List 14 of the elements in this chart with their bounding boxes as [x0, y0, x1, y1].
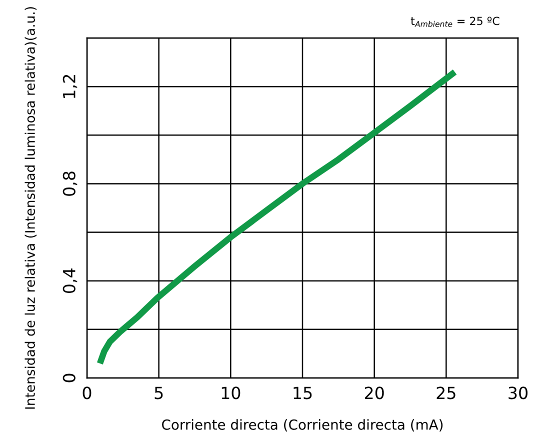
x-tick-label: 10 — [222, 386, 240, 400]
x-tick-label: 20 — [364, 386, 384, 400]
x-tick-label: 25 — [436, 386, 456, 400]
y-tick-label: 0,4 — [62, 268, 78, 294]
y-tick-label: 1,2 — [62, 74, 78, 98]
x-tick-label: 15 — [294, 386, 312, 400]
y-tick-label: 0 — [62, 374, 76, 382]
x-tick-label: 5 — [154, 386, 163, 400]
x-tick-label: 0 — [82, 386, 92, 400]
x-tick-label: 30 — [508, 386, 528, 400]
y-axis-title: Intensidad de luz relativa (Intensidad luminosa relativa)(a.u.) — [24, 7, 37, 409]
chart-subtitle: t$_{Ambiente}$ = 25 ºC — [410, 16, 500, 27]
x-axis-title: Corriente directa (Corriente directa (mA) — [162, 419, 443, 432]
y-tick-label: 0,8 — [62, 172, 78, 196]
